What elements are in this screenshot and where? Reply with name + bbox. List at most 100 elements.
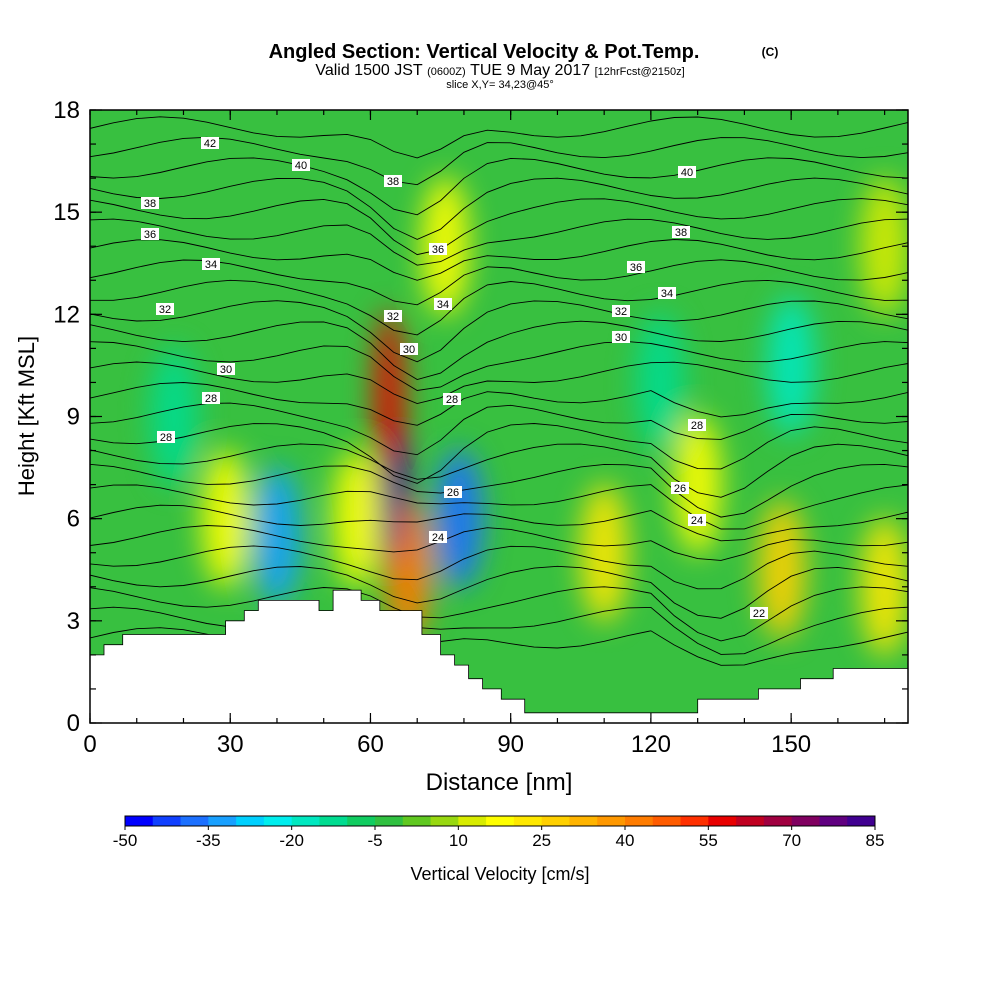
colorbar-tick-label: -35 [196,831,221,850]
isentrope-line [90,443,908,498]
isentrope-label: 34 [658,287,676,300]
svg-text:24: 24 [691,515,703,527]
copyright-mark: (C) [762,45,779,59]
svg-text:30: 30 [615,332,627,344]
isentrope-line [90,545,908,590]
colorbar-swatch [319,816,348,826]
svg-text:42: 42 [204,138,216,150]
isentrope-line [90,565,908,619]
svg-text:32: 32 [615,306,627,318]
isentrope-label: 32 [612,305,630,318]
y-tick-label: 3 [67,608,80,635]
y-tick-label: 6 [67,506,80,533]
isentrope-label: 34 [202,258,220,271]
isentrope-line [90,463,908,518]
isentrope-label: 36 [141,228,159,241]
isentrope-label: 36 [429,243,447,256]
colorbar-swatch [847,816,876,826]
colorbar-swatch [625,816,654,826]
velocity-feature-6 [201,448,250,589]
velocity-feature-11 [767,295,816,436]
svg-text:32: 32 [159,304,171,316]
svg-text:36: 36 [630,262,642,274]
svg-text:28: 28 [691,420,703,432]
svg-text:24: 24 [432,532,444,544]
colorbar-swatch [236,816,265,826]
valid-utc: (0600Z) [427,66,466,78]
isentrope-line [90,279,908,336]
colorbar-swatch [763,816,793,826]
colorbar-swatch [402,816,432,826]
x-tick-label: 0 [83,731,96,758]
isentrope-line [90,586,908,642]
isentrope-line [90,402,908,456]
valid-prefix: Valid 1500 JST [315,62,423,79]
svg-text:32: 32 [387,311,399,323]
isentrope-line [90,198,908,256]
isentrope-line [90,136,908,186]
svg-text:34: 34 [661,288,673,300]
colorbar-swatch [486,816,515,826]
colorbar-swatch [708,816,737,826]
y-tick-label: 12 [53,301,80,328]
colorbar-swatch [152,816,182,826]
isentrope-label: 26 [671,482,689,495]
svg-text:36: 36 [432,244,444,256]
x-tick-label: 150 [771,731,811,758]
isentrope-line [90,382,908,426]
terrain [90,589,908,723]
x-tick-label: 60 [357,731,384,758]
isentrope-line [90,157,908,216]
x-tick-label: 120 [631,731,671,758]
colorbar-swatch [791,816,820,826]
y-tick-label: 0 [67,710,80,737]
colorbar-swatch [208,816,237,826]
colorbar-tick-labels: -50 -35 -20 -5 10 25 40 55 70 85 [113,826,885,850]
isentrope-label: 32 [156,303,174,316]
isentrope-label: 24 [429,531,447,544]
svg-text:40: 40 [681,167,693,179]
colorbar-tick-label: -20 [279,831,304,850]
colorbar-swatch [263,816,293,826]
colorbar-swatch [513,816,543,826]
colorbar-swatch [541,816,570,826]
isentrope-line [90,525,908,561]
colorbar-swatch [597,816,626,826]
x-tick-label: 30 [217,731,244,758]
svg-text:38: 38 [144,198,156,210]
colorbar-tick-label: -5 [367,831,382,850]
isentrope-label: 28 [202,392,220,405]
isentrope-label: 28 [157,431,175,444]
velocity-field [150,176,908,657]
isentrope-label: 42 [201,137,219,150]
isentrope-line [90,361,908,404]
valid-date: TUE 9 May 2017 [470,62,590,79]
isentrope-label: 26 [444,486,462,499]
isentrope-line [90,177,908,240]
colorbar-tick-label: 85 [866,831,885,850]
colorbar [124,815,876,827]
colorbar-swatch [375,816,404,826]
colorbar-swatch [819,816,848,826]
velocity-feature-14 [860,176,908,317]
isentrope-line [90,116,908,159]
slice-info: slice X,Y= 34,23@45° [446,79,554,91]
colorbar-tick-label: -50 [113,831,138,850]
velocity-feature-13 [150,346,199,487]
isentrope-label: 38 [384,175,402,188]
svg-text:30: 30 [220,364,232,376]
y-axis-label: Height [Kft MSL] [14,336,39,496]
isentrope-line [90,484,908,530]
isentrope-label: 28 [443,393,461,406]
colorbar-swatch [347,816,376,826]
isentrope-line [90,259,908,306]
svg-text:38: 38 [675,227,687,239]
velocity-feature-15 [673,414,722,555]
colorbar-tick-label: 40 [616,831,635,850]
isentrope-line [90,239,908,281]
colorbar-swatch [125,816,154,826]
y-tick-label: 18 [53,97,80,124]
svg-text:40: 40 [295,160,307,172]
